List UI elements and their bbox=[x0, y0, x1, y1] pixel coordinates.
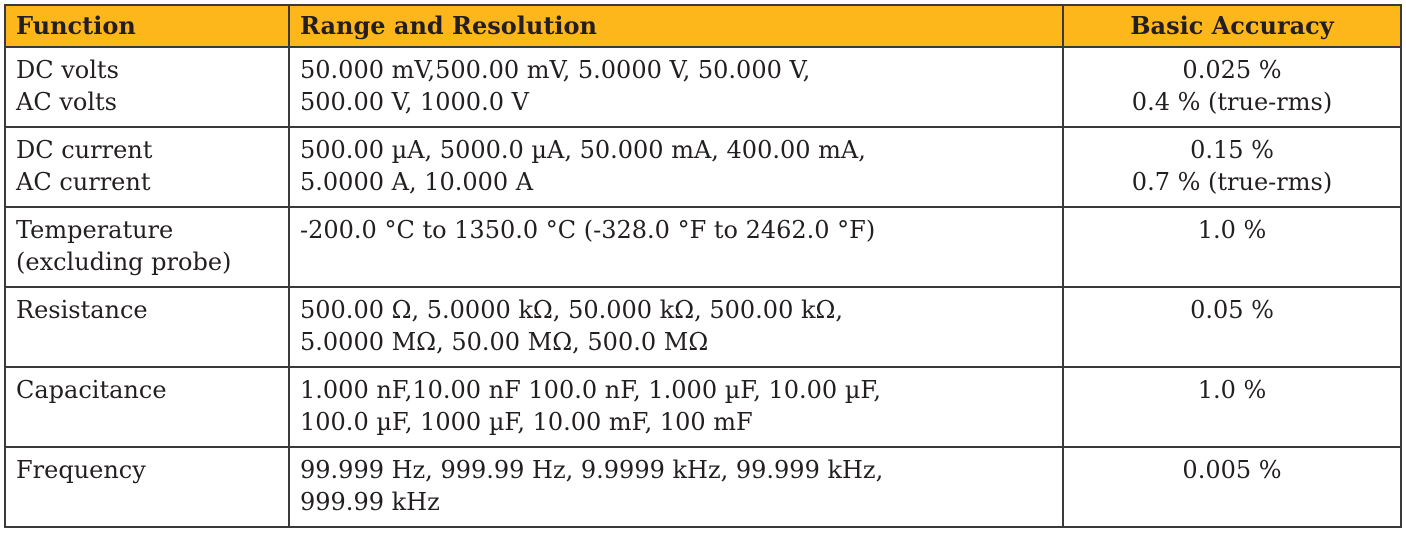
function-cell: DC volts AC volts bbox=[4, 46, 290, 128]
accuracy-cell: 0.05 % bbox=[1062, 286, 1402, 368]
function-cell-line: DC volts bbox=[16, 56, 119, 84]
header-function: Function bbox=[4, 4, 290, 48]
accuracy-cell-line: 1.0 % bbox=[1197, 376, 1267, 404]
table-row: DC volts AC volts 50.000 mV,500.00 mV, 5.0… bbox=[4, 46, 1402, 128]
header-range: Range and Resolution bbox=[288, 4, 1064, 48]
function-cell-line: Frequency bbox=[16, 456, 146, 484]
range-cell-line: 50.000 mV,500.00 mV, 5.0000 V, 50.000 V, bbox=[300, 56, 811, 84]
range-cell-line: 500.00 Ω, 5.0000 kΩ, 50.000 kΩ, 500.00 k… bbox=[300, 296, 844, 324]
accuracy-cell-line: 0.05 % bbox=[1190, 296, 1274, 324]
accuracy-cell: 0.005 % bbox=[1062, 446, 1402, 528]
table-row: Resistance 500.00 Ω, 5.0000 kΩ, 50.000 kΩ… bbox=[4, 286, 1402, 368]
function-cell: Temperature (excluding probe) bbox=[4, 206, 290, 288]
function-cell: Resistance bbox=[4, 286, 290, 368]
range-cell-line: 5.0000 MΩ, 50.00 MΩ, 500.0 MΩ bbox=[300, 328, 709, 356]
function-cell-line: Resistance bbox=[16, 296, 148, 324]
function-cell-line: AC volts bbox=[16, 88, 117, 116]
range-cell: -200.0 °C to 1350.0 °C (-328.0 °F to 246… bbox=[288, 206, 1064, 288]
table-row: Capacitance 1.000 nF,10.00 nF 100.0 nF, 1… bbox=[4, 366, 1402, 448]
accuracy-cell-line: 0.005 % bbox=[1182, 456, 1282, 484]
accuracy-cell-line: 0.025 % bbox=[1182, 56, 1282, 84]
accuracy-cell-line: 0.4 % (true-rms) bbox=[1131, 88, 1333, 116]
range-cell-line: 1.000 nF,10.00 nF 100.0 nF, 1.000 µF, 10… bbox=[300, 376, 881, 404]
range-cell-line: 999.99 kHz bbox=[300, 488, 440, 516]
accuracy-cell: 1.0 % bbox=[1062, 366, 1402, 448]
accuracy-cell: 0.025 % 0.4 % (true-rms) bbox=[1062, 46, 1402, 128]
function-cell-line: (excluding probe) bbox=[16, 248, 232, 276]
function-cell: DC current AC current bbox=[4, 126, 290, 208]
range-cell: 1.000 nF,10.00 nF 100.0 nF, 1.000 µF, 10… bbox=[288, 366, 1064, 448]
range-cell: 500.00 Ω, 5.0000 kΩ, 50.000 kΩ, 500.00 k… bbox=[288, 286, 1064, 368]
range-cell-line: 500.00 µA, 5000.0 µA, 50.000 mA, 400.00 … bbox=[300, 136, 866, 164]
range-cell: 500.00 µA, 5000.0 µA, 50.000 mA, 400.00 … bbox=[288, 126, 1064, 208]
accuracy-cell-line: 0.15 % bbox=[1190, 136, 1274, 164]
table-row: DC current AC current 500.00 µA, 5000.0 µA… bbox=[4, 126, 1402, 208]
table-row: Frequency 99.999 Hz, 999.99 Hz, 9.9999 kH… bbox=[4, 446, 1402, 528]
range-cell-line: 5.0000 A, 10.000 A bbox=[300, 168, 534, 196]
accuracy-cell: 1.0 % bbox=[1062, 206, 1402, 288]
range-cell-line: -200.0 °C to 1350.0 °C (-328.0 °F to 246… bbox=[300, 216, 876, 244]
header-row: Function Range and Resolution Basic Accu… bbox=[4, 4, 1402, 48]
range-cell-line: 500.00 V, 1000.0 V bbox=[300, 88, 529, 116]
function-cell: Capacitance bbox=[4, 366, 290, 448]
range-cell-line: 99.999 Hz, 999.99 Hz, 9.9999 kHz, 99.999… bbox=[300, 456, 884, 484]
function-cell: Frequency bbox=[4, 446, 290, 528]
specifications-table: Function Range and Resolution Basic Accu… bbox=[4, 4, 1402, 528]
header-accuracy: Basic Accuracy bbox=[1062, 4, 1402, 48]
accuracy-cell: 0.15 % 0.7 % (true-rms) bbox=[1062, 126, 1402, 208]
function-cell-line: Temperature bbox=[16, 216, 174, 244]
function-cell-line: DC current bbox=[16, 136, 153, 164]
range-cell: 50.000 mV,500.00 mV, 5.0000 V, 50.000 V,… bbox=[288, 46, 1064, 128]
function-cell-line: AC current bbox=[16, 168, 151, 196]
accuracy-cell-line: 0.7 % (true-rms) bbox=[1131, 168, 1333, 196]
function-cell-line: Capacitance bbox=[16, 376, 167, 404]
accuracy-cell-line: 1.0 % bbox=[1197, 216, 1267, 244]
range-cell-line: 100.0 µF, 1000 µF, 10.00 mF, 100 mF bbox=[300, 408, 753, 436]
range-cell: 99.999 Hz, 999.99 Hz, 9.9999 kHz, 99.999… bbox=[288, 446, 1064, 528]
table-row: Temperature (excluding probe) -200.0 °C to… bbox=[4, 206, 1402, 288]
